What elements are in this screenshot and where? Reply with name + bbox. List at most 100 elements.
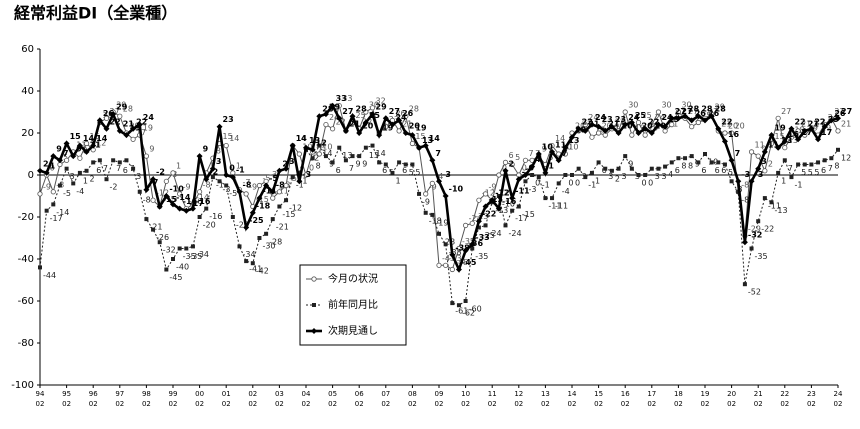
- point: [582, 122, 588, 128]
- data-label: 28: [715, 105, 727, 114]
- x-tick-label: 20: [727, 390, 736, 398]
- data-label: 30: [116, 101, 126, 110]
- point: [455, 266, 462, 273]
- point: [97, 158, 102, 163]
- point: [728, 157, 735, 164]
- data-label: -32: [748, 231, 762, 240]
- data-label: 2: [768, 159, 773, 168]
- data-label: 6: [821, 166, 826, 175]
- x-tick-sublabel: 02: [647, 400, 656, 408]
- point: [151, 227, 156, 232]
- point: [662, 123, 669, 130]
- data-label: 30: [369, 101, 379, 110]
- data-label: -25: [249, 216, 264, 225]
- data-label: 8: [681, 162, 686, 171]
- point: [257, 236, 262, 240]
- data-label: -19: [435, 218, 448, 227]
- legend-marker: [311, 328, 317, 334]
- data-label: -8: [203, 180, 211, 189]
- data-label: 7: [562, 149, 568, 158]
- x-tick-sublabel: 02: [514, 400, 523, 408]
- point: [402, 130, 409, 136]
- data-label: 1: [50, 161, 56, 170]
- data-label: -16: [183, 197, 198, 206]
- x-tick-sublabel: 02: [169, 400, 178, 408]
- legend-label: 次期見通し: [328, 324, 378, 337]
- x-tick-sublabel: 02: [36, 400, 45, 408]
- point: [416, 144, 423, 151]
- data-label: -7: [243, 178, 251, 187]
- data-label: -4: [435, 172, 443, 181]
- point: [357, 154, 362, 159]
- x-tick-sublabel: 02: [62, 400, 71, 408]
- x-tick-label: 16: [621, 390, 630, 398]
- x-tick-sublabel: 02: [541, 400, 550, 408]
- data-label: 14: [429, 134, 441, 143]
- point: [776, 170, 781, 175]
- point: [64, 157, 70, 163]
- legend-marker: [312, 303, 316, 307]
- data-label: 14: [296, 134, 308, 143]
- data-label: -9: [429, 182, 437, 191]
- data-label: 9: [628, 160, 633, 169]
- point: [243, 191, 249, 197]
- point: [756, 219, 761, 224]
- data-label: 27: [708, 107, 718, 116]
- data-label: -11: [548, 202, 561, 211]
- data-label: -11: [555, 202, 568, 211]
- data-label: 2: [43, 159, 49, 168]
- data-label: -44: [43, 271, 56, 280]
- point: [569, 134, 575, 141]
- point: [450, 301, 455, 306]
- point: [90, 142, 97, 149]
- data-label: 10: [322, 143, 332, 152]
- point: [835, 115, 841, 122]
- data-label: 1: [781, 176, 786, 185]
- point: [470, 246, 475, 251]
- data-label: 26: [402, 109, 414, 118]
- data-label: -25: [482, 231, 495, 240]
- point: [303, 144, 309, 151]
- point: [576, 166, 581, 171]
- data-label: -34: [243, 250, 256, 259]
- data-label: -35: [183, 252, 196, 261]
- point: [370, 143, 375, 148]
- data-label: 17: [821, 128, 832, 137]
- point: [588, 121, 595, 128]
- point: [43, 169, 50, 176]
- point: [642, 132, 648, 138]
- point: [237, 244, 242, 249]
- point: [642, 125, 649, 132]
- point: [184, 246, 189, 251]
- point: [696, 160, 701, 165]
- x-tick-sublabel: 02: [89, 400, 98, 408]
- data-label: -3: [269, 170, 277, 179]
- point: [236, 188, 243, 195]
- point: [536, 175, 541, 180]
- point: [836, 147, 840, 152]
- point: [522, 172, 529, 178]
- point: [469, 220, 475, 226]
- data-label: 13: [342, 151, 352, 160]
- data-label: 30: [681, 101, 691, 110]
- point: [396, 117, 403, 124]
- data-label: 3: [661, 172, 666, 181]
- data-label: -36: [469, 239, 484, 248]
- point: [669, 122, 675, 128]
- point: [782, 145, 788, 151]
- point: [822, 158, 827, 163]
- data-label: 29: [116, 103, 128, 112]
- point: [176, 205, 183, 212]
- point: [589, 134, 595, 140]
- point: [495, 205, 502, 212]
- point: [136, 121, 143, 128]
- point: [77, 170, 82, 175]
- data-label: 10: [568, 143, 578, 152]
- x-tick-sublabel: 02: [222, 400, 231, 408]
- point: [203, 176, 210, 183]
- point: [762, 196, 767, 201]
- point: [376, 132, 383, 139]
- x-tick-sublabel: 02: [142, 400, 151, 408]
- point: [635, 119, 642, 126]
